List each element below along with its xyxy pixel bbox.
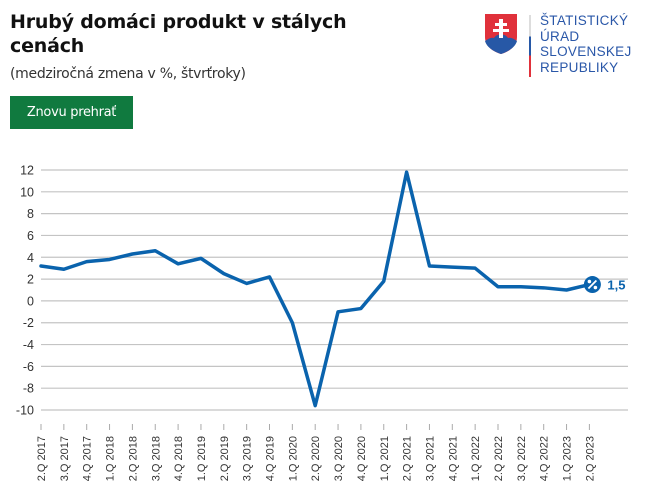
logo-line: SLOVENSKEJ <box>540 44 632 59</box>
y-tick-label: 6 <box>27 229 34 243</box>
y-tick-label: -6 <box>23 360 34 374</box>
x-tick-label: 4.Q 2022 <box>539 436 551 481</box>
last-value-annotation: 1,5 <box>583 276 625 294</box>
chart-title: Hrubý domáci produkt v stálych cenách <box>10 11 347 57</box>
x-axis: 2.Q 2017 3.Q 2017 4.Q 2017 1.Q 2018 2.Q 2018… <box>36 424 596 481</box>
chart-gridlines <box>41 169 628 411</box>
y-tick-label: 12 <box>20 164 34 178</box>
y-tick-label: -2 <box>23 316 34 330</box>
x-tick-label: 3.Q 2020 <box>333 436 345 481</box>
x-tick-label: 2.Q 2020 <box>310 436 322 481</box>
y-tick-label: -8 <box>23 382 34 396</box>
y-tick-label: 2 <box>27 273 34 287</box>
y-tick-label: -4 <box>23 338 34 352</box>
y-tick-label: 8 <box>27 207 34 221</box>
x-tick-label: 2.Q 2019 <box>219 436 231 481</box>
x-tick-label: 4.Q 2020 <box>356 436 368 481</box>
x-tick-label: 4.Q 2021 <box>447 436 459 481</box>
x-tick-label: 1.Q 2020 <box>287 436 299 481</box>
y-tick-label: 10 <box>20 185 34 199</box>
x-tick-label: 2.Q 2017 <box>36 436 48 481</box>
y-tick-label: 4 <box>27 251 34 265</box>
x-tick-label: 4.Q 2017 <box>82 436 94 481</box>
x-tick-label: 3.Q 2022 <box>516 436 528 481</box>
x-tick-label: 3.Q 2017 <box>59 436 71 481</box>
x-tick-label: 4.Q 2018 <box>173 436 185 481</box>
x-tick-label: 1.Q 2021 <box>379 436 391 481</box>
logo-divider <box>529 15 531 77</box>
x-tick-label: 2.Q 2021 <box>402 436 414 481</box>
x-tick-label: 1.Q 2022 <box>470 436 482 481</box>
logo-text: ŠTATISTICKÝ ÚRAD SLOVENSKEJ REPUBLIKY <box>540 13 632 75</box>
x-tick-label: 2.Q 2023 <box>584 436 596 481</box>
chart-subtitle: (medziročná zmena v %, štvrťroky) <box>10 66 246 82</box>
x-tick-label: 2.Q 2018 <box>127 436 139 481</box>
y-tick-label: -10 <box>16 404 34 418</box>
slovak-coat-of-arms-icon <box>485 14 517 54</box>
x-tick-label: 1.Q 2018 <box>105 436 117 481</box>
x-tick-label: 3.Q 2019 <box>242 436 254 481</box>
x-tick-label: 3.Q 2018 <box>150 436 162 481</box>
x-tick-label: 2.Q 2022 <box>493 436 505 481</box>
logo-line: ÚRAD <box>540 28 580 44</box>
logo <box>484 13 518 55</box>
x-tick-label: 1.Q 2019 <box>196 436 208 481</box>
x-tick-label: 3.Q 2021 <box>424 436 436 481</box>
logo-line: REPUBLIKY <box>540 59 619 75</box>
y-tick-label: 0 <box>27 294 34 308</box>
x-tick-label: 1.Q 2023 <box>562 436 574 481</box>
x-tick-label: 4.Q 2019 <box>265 436 277 481</box>
last-value-label: 1,5 <box>607 278 625 293</box>
replay-button[interactable]: Znovu prehrať <box>10 96 133 129</box>
logo-line: ŠTATISTICKÝ <box>540 13 629 28</box>
percent-badge-icon <box>583 276 601 294</box>
y-axis: 12 10 8 6 4 2 0 -2 -4 -6 -8 -10 <box>16 164 34 418</box>
data-line <box>39 170 592 408</box>
